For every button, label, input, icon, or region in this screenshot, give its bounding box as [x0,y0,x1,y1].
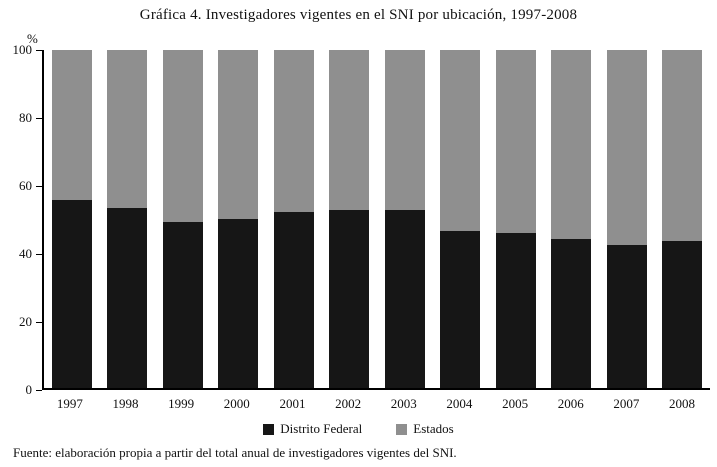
legend-label: Estados [413,421,454,436]
x-axis-label: 1997 [56,396,83,411]
bar-segment-distrito-federal [440,230,481,388]
stacked-bar-1999 [162,50,203,388]
stacked-bar-2001 [273,50,314,388]
legend: Distrito Federal Estados [0,421,717,437]
x-axis-label: 2003 [390,396,417,411]
bar-segment-estados [551,50,592,239]
y-tick-mark [36,186,42,187]
stacked-bar-2007 [606,50,647,388]
x-axis-label: 2007 [613,396,640,411]
stacked-bar-2003 [384,50,425,388]
bar-segment-estados [51,50,92,201]
bar-segment-distrito-federal [606,245,647,388]
bar-segment-estados [495,50,536,233]
chart-title: Gráfica 4. Investigadores vigentes en el… [139,7,578,23]
y-tick-mark [36,322,42,323]
y-tick-label: 40 [19,246,32,261]
y-tick-label: 80 [19,110,32,125]
source-note: Fuente: elaboración propia a partir del … [13,445,457,460]
bar-segment-estados [329,50,370,210]
bar-segment-estados [273,50,314,213]
bar-segment-estados [162,50,203,223]
bar-segment-distrito-federal [551,238,592,388]
y-tick-mark [36,118,42,119]
stacked-bar-2004 [440,50,481,388]
bar-segment-estados [440,50,481,231]
bar-segment-estados [606,50,647,246]
bar-segment-distrito-federal [384,209,425,388]
bar-segment-estados [384,50,425,210]
x-axis-label: 1999 [168,396,195,411]
y-tick-mark [36,50,42,51]
bar-segment-estados [662,50,703,241]
y-tick-label: 20 [19,314,32,329]
legend-label: Distrito Federal [280,421,363,436]
bar-segment-distrito-federal [162,222,203,388]
bar-segment-distrito-federal [107,208,148,388]
legend-swatch [263,423,275,435]
y-tick-mark [36,390,42,391]
bar-segment-distrito-federal [51,200,92,388]
bar-segment-distrito-federal [273,212,314,388]
x-axis-label: 1998 [112,396,139,411]
x-axis-label: 2005 [502,396,529,411]
x-axis-label: 2006 [557,396,584,411]
plot-area [42,50,710,390]
y-tick-label: 60 [19,178,32,193]
bars [44,50,710,388]
stacked-bar-2000 [218,50,259,388]
y-axis: 0 20 40 60 80 100 [0,42,42,397]
bar-segment-distrito-federal [218,219,259,388]
stacked-bar-2006 [551,50,592,388]
x-axis-label: 2004 [446,396,473,411]
legend-item-estados: Estados [396,421,454,437]
y-axis-unit-label: % [27,31,38,46]
x-axis-label: 2000 [223,396,250,411]
bar-segment-estados [218,50,259,219]
legend-item-distrito-federal: Distrito Federal [263,421,362,437]
bar-segment-distrito-federal [495,232,536,388]
stacked-bar-1998 [107,50,148,388]
bar-segment-estados [107,50,148,209]
stacked-bar-2005 [495,50,536,388]
y-tick-mark [36,254,42,255]
x-axis-label: 2002 [335,396,362,411]
x-axis-labels: 1997 1998 1999 2000 2001 2002 2003 2004 2005 2006… [42,396,710,412]
y-tick-label: 0 [25,382,33,397]
legend-swatch [396,423,408,435]
bar-segment-distrito-federal [329,209,370,388]
stacked-bar-2008 [662,50,703,388]
x-axis-label: 2001 [279,396,306,411]
stacked-bar-2002 [329,50,370,388]
x-axis-label: 2008 [669,396,696,411]
bar-segment-distrito-federal [662,240,703,388]
stacked-bar-1997 [51,50,92,388]
y-tick-label: 100 [12,42,33,57]
